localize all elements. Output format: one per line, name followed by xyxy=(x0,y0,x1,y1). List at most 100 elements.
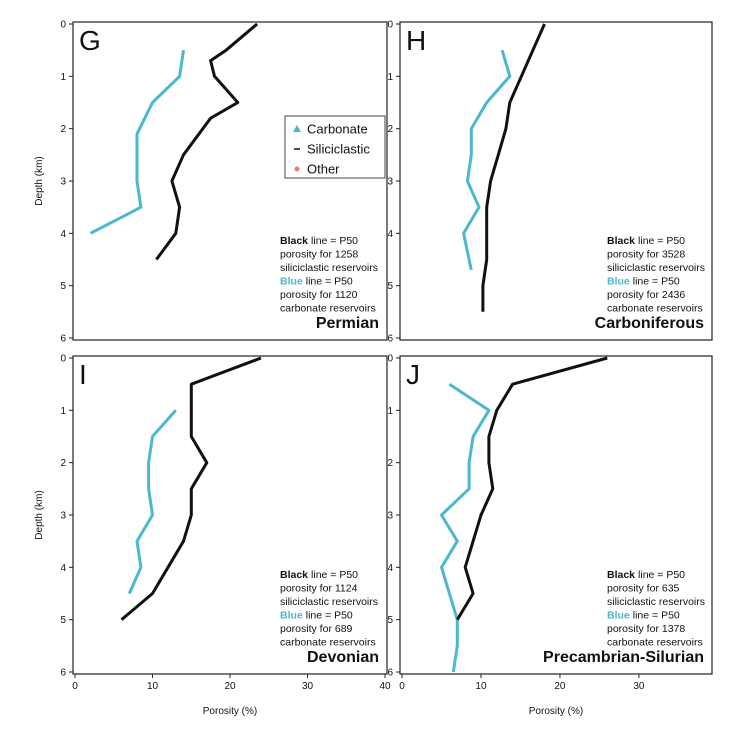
x-tick-label: 20 xyxy=(224,681,236,692)
p50-line xyxy=(89,49,185,235)
annotation-emph: Black xyxy=(280,235,308,247)
y-tick-label: 6 xyxy=(60,334,66,345)
legend-marker xyxy=(293,125,301,132)
y-tick-label: 4 xyxy=(60,229,66,240)
panel-title: Precambrian-Silurian xyxy=(543,649,704,666)
x-tick-label: 0 xyxy=(399,681,405,692)
annotation: porosity for 1378 xyxy=(607,623,685,635)
y-tick-label: 6 xyxy=(60,668,66,679)
annotation: Black line = P50 xyxy=(280,235,358,247)
annotation: siliciclastic reservoirs xyxy=(280,596,378,608)
p50-line xyxy=(440,382,491,673)
p50-line xyxy=(456,356,608,621)
x-tick-label: 10 xyxy=(147,681,159,692)
annotation: porosity for 1120 xyxy=(280,289,358,301)
panel-title: Permian xyxy=(316,315,379,332)
x-tick-label: 30 xyxy=(302,681,314,692)
y-tick-label: 2 xyxy=(387,458,393,469)
annotation-text: line = P50 xyxy=(633,276,680,288)
annotation: porosity for 689 xyxy=(280,623,353,635)
annotation-text: line = P50 xyxy=(311,569,358,581)
legend-box xyxy=(284,115,386,179)
panel-letter: H xyxy=(406,25,426,56)
y-tick-label: 2 xyxy=(387,124,393,135)
annotation: Blue line = P50 xyxy=(607,276,680,288)
legend-label: Siliciclastic xyxy=(307,142,370,157)
x-tick-label: 0 xyxy=(72,681,78,692)
panel-letter: G xyxy=(79,25,101,56)
annotation-emph: Black xyxy=(280,569,308,581)
annotation-text: line = P50 xyxy=(311,235,358,247)
annotation: porosity for 1124 xyxy=(280,583,358,595)
annotation: Black line = P50 xyxy=(280,569,358,581)
annotation: carbonate reservoirs xyxy=(280,303,376,315)
panel-letter: I xyxy=(79,359,87,390)
x-axis-label: Porosity (%) xyxy=(529,706,583,717)
annotation-text: line = P50 xyxy=(638,569,685,581)
annotation-emph: Blue xyxy=(280,276,303,288)
y-tick-label: 2 xyxy=(60,458,66,469)
y-tick-label: 1 xyxy=(60,72,66,83)
annotation: Blue line = P50 xyxy=(607,610,680,622)
x-axis-label: Porosity (%) xyxy=(203,706,257,717)
y-tick-label: 4 xyxy=(387,563,393,574)
y-tick-label: 0 xyxy=(387,20,393,31)
y-tick-label: 1 xyxy=(387,72,393,83)
y-tick-label: 3 xyxy=(60,177,66,188)
panel-title: Carboniferous xyxy=(595,315,704,332)
y-tick-label: 5 xyxy=(60,615,66,626)
annotation: siliciclastic reservoirs xyxy=(607,262,705,274)
y-tick-label: 5 xyxy=(60,281,66,292)
annotation-emph: Black xyxy=(607,235,635,247)
y-tick-label: 2 xyxy=(60,124,66,135)
x-tick-label: 40 xyxy=(379,681,391,692)
p50-line xyxy=(120,356,262,621)
p50-line xyxy=(462,49,512,271)
annotation: siliciclastic reservoirs xyxy=(280,262,378,274)
y-tick-label: 0 xyxy=(387,354,393,365)
legend-label: Carbonate xyxy=(307,122,368,137)
x-tick-label: 20 xyxy=(554,681,566,692)
annotation-text: line = P50 xyxy=(633,610,680,622)
y-tick-label: 4 xyxy=(387,229,393,240)
y-axis-label: Depth (km) xyxy=(34,156,45,205)
x-tick-label: 10 xyxy=(475,681,487,692)
annotation: Black line = P50 xyxy=(607,235,685,247)
annotation-emph: Black xyxy=(607,569,635,581)
annotation: carbonate reservoirs xyxy=(280,637,376,649)
annotation: porosity for 2436 xyxy=(607,289,685,301)
annotation: Blue line = P50 xyxy=(280,610,353,622)
annotation-emph: Blue xyxy=(607,276,630,288)
y-tick-label: 3 xyxy=(60,511,66,522)
y-tick-label: 5 xyxy=(387,615,393,626)
legend-marker xyxy=(294,166,300,172)
y-tick-label: 6 xyxy=(387,668,393,679)
y-tick-label: 3 xyxy=(387,511,393,522)
x-tick-label: 30 xyxy=(633,681,645,692)
y-tick-label: 5 xyxy=(387,281,393,292)
annotation-emph: Blue xyxy=(607,610,630,622)
y-tick-label: 4 xyxy=(60,563,66,574)
y-tick-label: 0 xyxy=(60,354,66,365)
annotation: porosity for 1258 xyxy=(280,249,358,261)
p50-line xyxy=(127,409,177,595)
annotation-emph: Blue xyxy=(280,610,303,622)
panel-title: Devonian xyxy=(307,649,379,666)
y-tick-label: 1 xyxy=(387,406,393,417)
p50-line xyxy=(481,23,546,312)
p50-line xyxy=(155,22,259,261)
annotation-text: line = P50 xyxy=(306,610,353,622)
annotation: porosity for 635 xyxy=(607,583,680,595)
panel-letter: J xyxy=(406,359,420,390)
y-tick-label: 0 xyxy=(60,20,66,31)
annotation: siliciclastic reservoirs xyxy=(607,596,705,608)
y-tick-label: 6 xyxy=(387,334,393,345)
legend-label: Other xyxy=(307,162,340,177)
annotation: Black line = P50 xyxy=(607,569,685,581)
annotation-text: line = P50 xyxy=(306,276,353,288)
annotation: carbonate reservoirs xyxy=(607,303,703,315)
annotation: carbonate reservoirs xyxy=(607,637,703,649)
annotation-text: line = P50 xyxy=(638,235,685,247)
annotation: porosity for 3528 xyxy=(607,249,685,261)
